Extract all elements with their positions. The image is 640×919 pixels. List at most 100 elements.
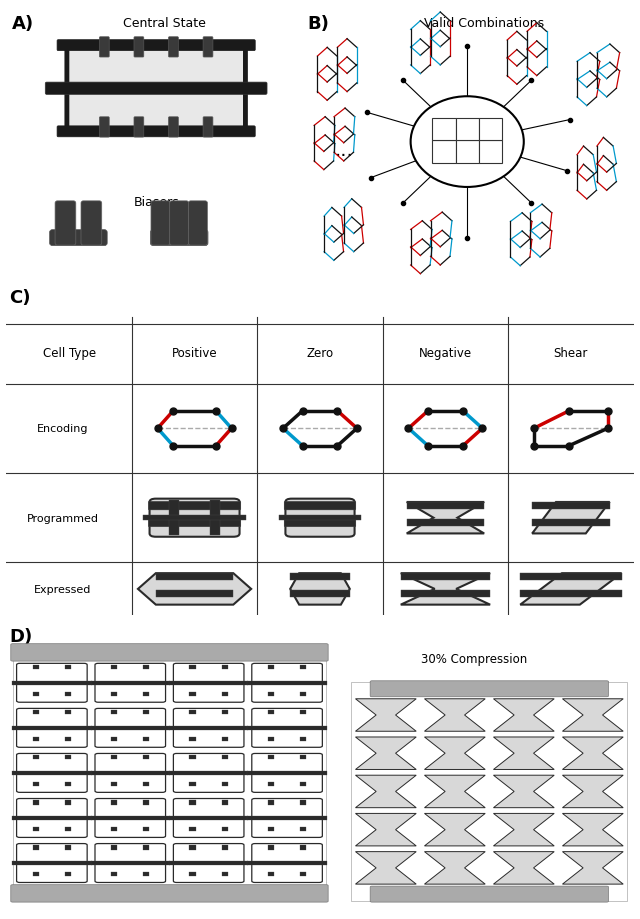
Bar — [268, 737, 274, 742]
Polygon shape — [532, 503, 610, 534]
Polygon shape — [424, 852, 485, 884]
Bar — [189, 782, 196, 787]
Bar — [300, 665, 307, 670]
FancyBboxPatch shape — [151, 201, 170, 246]
Bar — [300, 845, 307, 850]
Bar — [12, 816, 92, 820]
Bar — [111, 845, 117, 850]
Bar — [520, 590, 621, 597]
Bar — [248, 726, 327, 730]
Bar — [221, 755, 228, 760]
Text: Shear: Shear — [554, 346, 588, 359]
FancyBboxPatch shape — [173, 709, 244, 747]
Bar — [189, 845, 196, 850]
Bar — [300, 872, 307, 877]
Text: Negative: Negative — [419, 346, 472, 359]
Bar — [156, 573, 234, 581]
Bar — [221, 710, 228, 715]
FancyBboxPatch shape — [95, 799, 166, 837]
Polygon shape — [424, 699, 485, 732]
FancyBboxPatch shape — [173, 754, 244, 792]
FancyBboxPatch shape — [170, 201, 189, 246]
Bar — [111, 737, 117, 742]
Polygon shape — [563, 852, 623, 884]
Bar — [221, 800, 228, 805]
Bar — [290, 590, 350, 597]
Bar — [268, 710, 274, 715]
FancyBboxPatch shape — [252, 754, 323, 792]
Bar — [65, 827, 71, 832]
Bar — [248, 816, 327, 820]
FancyBboxPatch shape — [252, 844, 323, 882]
Bar — [91, 861, 170, 865]
Bar — [111, 782, 117, 787]
Polygon shape — [355, 813, 416, 846]
Text: C): C) — [10, 289, 31, 306]
Bar — [300, 800, 307, 805]
Text: Biasers: Biasers — [133, 196, 179, 209]
FancyBboxPatch shape — [252, 664, 323, 702]
Text: Encoding: Encoding — [37, 424, 88, 434]
Text: Valid Combinations: Valid Combinations — [424, 17, 544, 30]
Bar — [156, 590, 234, 597]
Bar — [532, 503, 610, 510]
Bar — [65, 800, 71, 805]
Bar — [221, 665, 228, 670]
FancyBboxPatch shape — [203, 38, 213, 58]
Bar — [248, 681, 327, 685]
Polygon shape — [424, 813, 485, 846]
Bar — [91, 771, 170, 775]
Bar — [189, 692, 196, 697]
Text: Zero: Zero — [307, 346, 333, 359]
Bar — [248, 771, 327, 775]
FancyBboxPatch shape — [150, 231, 208, 246]
Polygon shape — [493, 813, 554, 846]
Bar — [33, 800, 39, 805]
Bar — [189, 872, 196, 877]
Bar — [300, 755, 307, 760]
Bar — [268, 872, 274, 877]
Bar — [143, 872, 150, 877]
FancyBboxPatch shape — [55, 201, 76, 246]
Bar — [111, 665, 117, 670]
Bar — [456, 142, 479, 164]
Bar — [65, 845, 71, 850]
Bar — [406, 503, 484, 510]
Text: 30% Compression: 30% Compression — [420, 652, 527, 665]
FancyBboxPatch shape — [173, 664, 244, 702]
Circle shape — [411, 97, 524, 187]
Bar — [189, 800, 196, 805]
Polygon shape — [563, 813, 623, 846]
FancyBboxPatch shape — [17, 799, 87, 837]
Bar — [143, 516, 246, 521]
Bar — [189, 755, 196, 760]
Polygon shape — [355, 776, 416, 808]
Bar — [479, 119, 502, 142]
Polygon shape — [290, 573, 350, 605]
Bar — [12, 726, 92, 730]
Bar — [111, 800, 117, 805]
Bar — [221, 782, 228, 787]
Bar — [290, 573, 350, 581]
Bar — [111, 827, 117, 832]
Bar — [12, 681, 92, 685]
Polygon shape — [406, 503, 484, 534]
FancyBboxPatch shape — [173, 799, 244, 837]
Bar — [351, 682, 627, 902]
Bar — [520, 573, 621, 581]
Bar — [91, 681, 170, 685]
Bar — [65, 665, 71, 670]
Polygon shape — [355, 699, 416, 732]
Polygon shape — [563, 776, 623, 808]
Bar — [111, 755, 117, 760]
Bar — [169, 681, 248, 685]
Bar — [268, 692, 274, 697]
Bar — [300, 827, 307, 832]
FancyBboxPatch shape — [17, 754, 87, 792]
Bar — [268, 827, 274, 832]
FancyBboxPatch shape — [173, 844, 244, 882]
Text: B): B) — [307, 15, 330, 32]
Text: Cell Type: Cell Type — [42, 346, 96, 359]
Bar — [189, 737, 196, 742]
Bar — [33, 665, 39, 670]
